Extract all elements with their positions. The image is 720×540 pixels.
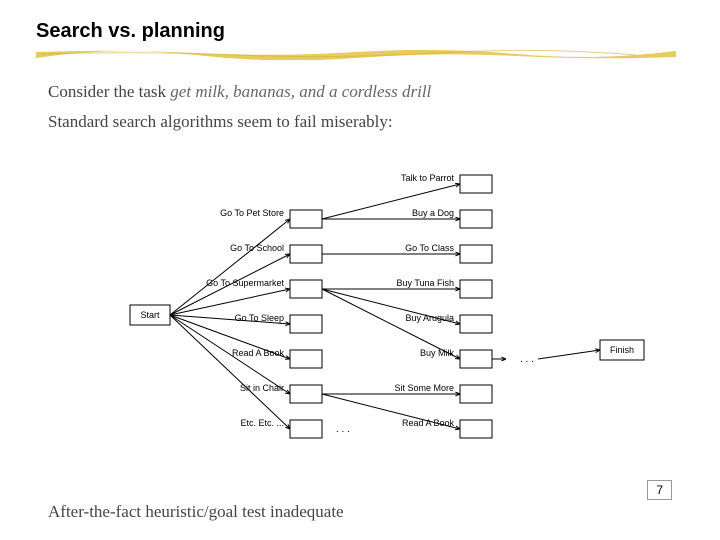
svg-text:. . .: . . .	[336, 424, 350, 435]
conclusion-line: After-the-fact heuristic/goal test inade…	[48, 502, 344, 522]
svg-text:Read A Book: Read A Book	[232, 348, 285, 358]
svg-text:Buy Milk: Buy Milk	[420, 348, 455, 358]
intro-line-1: Consider the task get milk, bananas, and…	[48, 82, 431, 102]
intro-line-2: Standard search algorithms seem to fail …	[48, 112, 393, 132]
svg-text:Go To Class: Go To Class	[405, 243, 454, 253]
svg-text:Go To Supermarket: Go To Supermarket	[206, 278, 284, 288]
svg-text:Read A Book: Read A Book	[402, 418, 455, 428]
intro-task-italic: get milk, bananas, and a cordless drill	[170, 82, 431, 101]
svg-text:Start: Start	[140, 310, 160, 320]
svg-text:Buy Arugula: Buy Arugula	[405, 313, 454, 323]
svg-text:Etc. Etc. ...: Etc. Etc. ...	[240, 418, 284, 428]
svg-text:Go To School: Go To School	[230, 243, 284, 253]
svg-text:. . .: . . .	[520, 354, 534, 365]
search-tree-diagram: Start Go To Pet Store Go To School Go To Su…	[110, 150, 670, 470]
title-underline	[36, 48, 676, 60]
svg-text:Go To Pet Store: Go To Pet Store	[220, 208, 284, 218]
svg-text:Sit Some More: Sit Some More	[394, 383, 454, 393]
intro-prefix: Consider the task	[48, 82, 170, 101]
svg-text:Finish: Finish	[610, 345, 634, 355]
page-number: 7	[647, 480, 672, 500]
svg-text:Talk to Parrot: Talk to Parrot	[401, 173, 455, 183]
svg-text:Go To Sleep: Go To Sleep	[235, 313, 284, 323]
svg-text:Buy a Dog: Buy a Dog	[412, 208, 454, 218]
slide-title: Search vs. planning	[36, 20, 225, 43]
svg-text:Buy Tuna Fish: Buy Tuna Fish	[396, 278, 454, 288]
